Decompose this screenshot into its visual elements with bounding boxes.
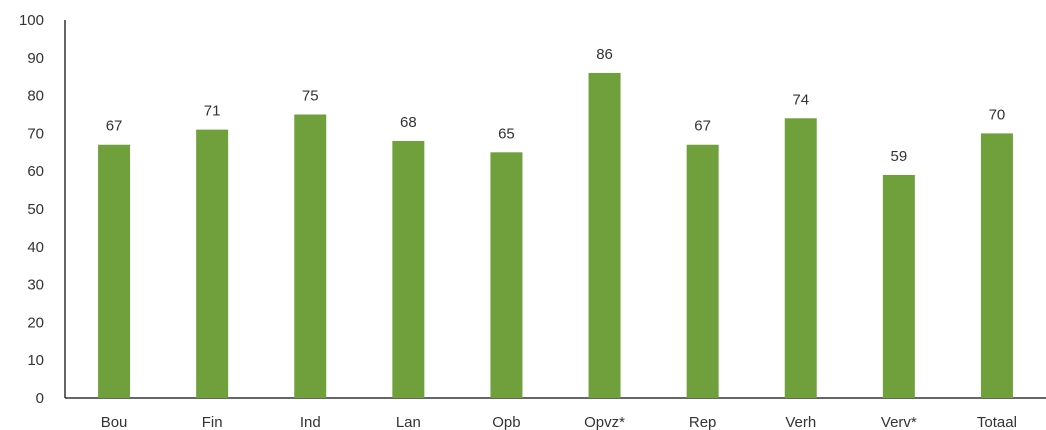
data-labels: 67 71 75 68 65 86 67 74 59 70 (106, 46, 1006, 165)
bars (98, 72, 1013, 399)
bar-opb (490, 152, 523, 398)
y-tick-label: 50 (27, 201, 44, 218)
data-label: 67 (106, 118, 123, 135)
category-label: Rep (689, 414, 717, 430)
category-label: Ind (300, 414, 321, 430)
data-label: 67 (694, 118, 711, 135)
y-tick-label: 70 (27, 125, 44, 142)
y-tick-label: 80 (27, 88, 44, 105)
data-label: 70 (989, 106, 1006, 123)
bar-verh (784, 118, 817, 398)
category-label: Opvz* (584, 414, 625, 430)
bar-lan (392, 140, 425, 398)
data-label: 68 (400, 114, 417, 131)
y-tick-label: 100 (19, 12, 44, 29)
bar-fin (196, 129, 229, 398)
bar-bou (98, 144, 131, 398)
category-label: Totaal (977, 414, 1017, 430)
category-label: Lan (396, 414, 421, 430)
y-tick-label: 90 (27, 50, 44, 67)
data-label: 71 (204, 103, 221, 120)
y-tick-label: 40 (27, 239, 44, 256)
bar-verv (882, 174, 915, 398)
y-tick-label: 20 (27, 314, 44, 331)
y-tick-labels: 0 10 20 30 40 50 60 70 80 90 100 (19, 12, 44, 407)
category-label: Verh (785, 414, 816, 430)
category-label: Opb (492, 414, 520, 430)
category-labels: Bou Fin Ind Lan Opb Opvz* Rep Verh Verv* Totaal (101, 414, 1017, 430)
data-label: 59 (891, 148, 908, 165)
category-label: Fin (202, 414, 223, 430)
y-tick-label: 60 (27, 163, 44, 180)
bar-opvz (588, 72, 621, 399)
data-label: 65 (498, 125, 515, 142)
y-tick-label: 0 (36, 390, 44, 407)
bar-ind (294, 114, 327, 398)
y-tick-label: 10 (27, 352, 44, 369)
bar-totaal (980, 133, 1013, 398)
category-label: Bou (101, 414, 128, 430)
category-label: Verv* (881, 414, 917, 430)
data-label: 86 (596, 46, 613, 63)
data-label: 75 (302, 88, 319, 105)
data-label: 74 (792, 91, 809, 108)
bar-rep (686, 144, 719, 398)
y-tick-label: 30 (27, 277, 44, 294)
